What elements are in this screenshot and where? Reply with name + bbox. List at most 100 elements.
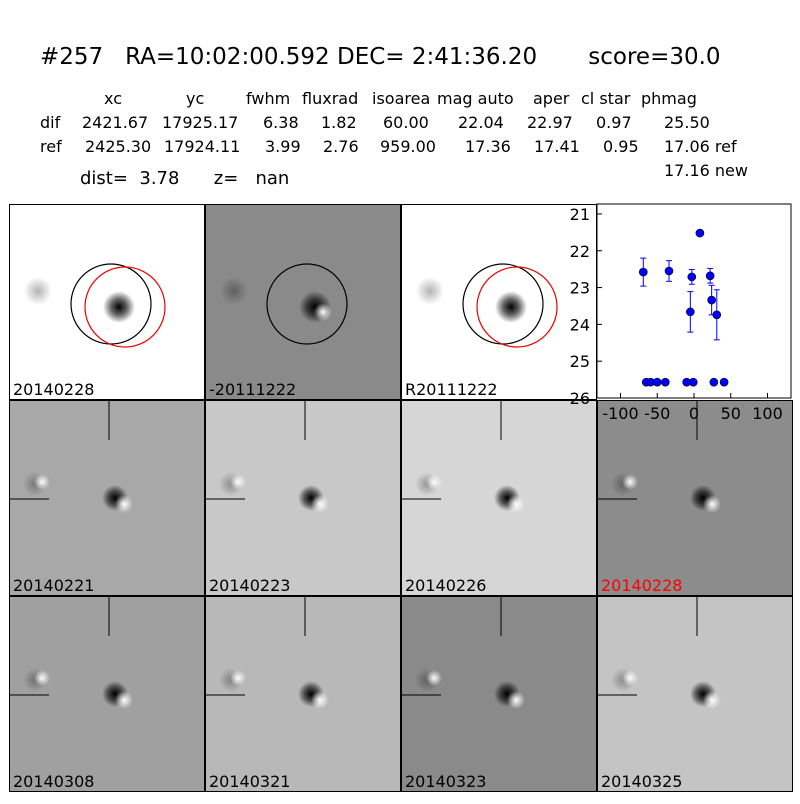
galaxy-residual xyxy=(34,670,50,686)
stamp-border xyxy=(401,596,597,792)
row-label: ref xyxy=(40,137,62,156)
point xyxy=(695,228,705,238)
point xyxy=(705,271,715,281)
x-tick-label: 100 xyxy=(752,404,783,423)
point xyxy=(664,266,674,276)
extra: 17.16 new xyxy=(664,161,748,180)
stamp-label: 20140308 xyxy=(13,772,94,791)
row-label: dif xyxy=(40,113,61,132)
galaxy xyxy=(24,277,52,305)
column-header: mag auto xyxy=(437,89,514,108)
stamp-border xyxy=(9,400,205,596)
panel-grid: 20140228 -20111222 R20111222 20140221 201402… xyxy=(9,204,793,792)
y-tick-label: 22 xyxy=(570,242,590,261)
image-stamp: 20140221 xyxy=(9,400,205,596)
residual xyxy=(703,495,721,513)
aperture xyxy=(266,263,348,345)
image-stamp: -20111222 xyxy=(205,204,401,400)
stamp-border xyxy=(9,204,205,400)
aperture-ref xyxy=(476,266,558,348)
header: #257 RA=10:02:00.592 DEC= 2:41:36.20 sco… xyxy=(40,44,748,189)
column-header: xc xyxy=(104,89,122,108)
point xyxy=(712,310,722,320)
stamp-label: 20140223 xyxy=(209,576,290,595)
cell: 22.04 xyxy=(458,113,504,132)
dist: dist= 3.78 z= nan xyxy=(80,168,289,189)
cell: 3.99 xyxy=(265,137,301,156)
column-header: cl star xyxy=(581,89,631,108)
y-tick-label: 25 xyxy=(570,352,590,371)
galaxy xyxy=(416,277,444,305)
stamp-border xyxy=(597,596,793,792)
image-stamp: 20140325 xyxy=(597,596,793,792)
cell: 959.00 xyxy=(380,137,436,156)
cell: 25.50 xyxy=(664,113,710,132)
point xyxy=(719,377,729,387)
galaxy-residual xyxy=(34,474,50,490)
stamp-border xyxy=(205,204,401,400)
galaxy-residual xyxy=(230,670,246,686)
galaxy-residual xyxy=(426,670,442,686)
image-stamp: 20140223 xyxy=(205,400,401,596)
y-tick-label: 24 xyxy=(570,315,590,334)
point xyxy=(652,377,662,387)
y-tick-label: 26 xyxy=(570,389,590,408)
stamp-border xyxy=(9,596,205,792)
plot-area xyxy=(596,203,792,399)
cell: 17.41 xyxy=(534,137,580,156)
stamp-border xyxy=(597,400,793,596)
cell: 2421.67 xyxy=(82,113,148,132)
cell: 17.06 ref xyxy=(664,137,737,156)
column-header: fluxrad xyxy=(302,89,358,108)
cell: 17924.11 xyxy=(164,137,240,156)
x-tick-label: -100 xyxy=(602,404,638,423)
x-tick-label: 50 xyxy=(721,404,741,423)
point xyxy=(686,307,695,317)
residual xyxy=(703,691,721,709)
x-tick-label: 0 xyxy=(689,404,699,423)
y-tick-label: 23 xyxy=(570,279,590,298)
column-header: yc xyxy=(186,89,204,108)
cell: 2.76 xyxy=(323,137,359,156)
point xyxy=(707,295,716,305)
cell: 17.36 xyxy=(465,137,511,156)
residual xyxy=(115,691,133,709)
column-header: fwhm xyxy=(246,89,290,108)
residual xyxy=(115,495,133,513)
title: #257 RA=10:02:00.592 DEC= 2:41:36.20 sco… xyxy=(40,44,721,70)
galaxy xyxy=(220,277,248,305)
residual xyxy=(507,495,525,513)
point xyxy=(688,377,698,387)
galaxy-residual xyxy=(622,474,638,490)
stamp-label: 20140221 xyxy=(13,576,94,595)
point xyxy=(709,377,719,387)
stamp-label: R20111222 xyxy=(405,380,498,399)
residual xyxy=(311,495,329,513)
residual xyxy=(311,691,329,709)
stamp-label: 20140323 xyxy=(405,772,486,791)
point xyxy=(638,267,648,277)
stamp-border xyxy=(401,400,597,596)
point xyxy=(661,377,670,387)
stamp-label: -20111222 xyxy=(209,380,296,399)
column-header: isoarea xyxy=(372,89,430,108)
stamp-label: 20140226 xyxy=(405,576,486,595)
source xyxy=(103,291,135,323)
stamp-border xyxy=(205,400,401,596)
cell: 1.82 xyxy=(321,113,357,132)
source xyxy=(495,291,527,323)
light-curve: 21 22 23 24 25 26 -100 -50 0 50 100 xyxy=(570,203,792,423)
cell: 17925.17 xyxy=(162,113,238,132)
x-tick-label: -50 xyxy=(644,404,670,423)
galaxy-residual xyxy=(230,474,246,490)
image-stamp: 20140226 xyxy=(401,400,597,596)
image-stamp: R20111222 xyxy=(401,204,597,400)
cell: 2425.30 xyxy=(85,137,151,156)
cell: 6.38 xyxy=(263,113,299,132)
residual xyxy=(314,303,332,321)
column-header: aper xyxy=(533,89,570,108)
cell: 0.95 xyxy=(603,137,639,156)
cell: 0.97 xyxy=(596,113,632,132)
image-stamp: 20140321 xyxy=(205,596,401,792)
image-stamp: 20140323 xyxy=(401,596,597,792)
